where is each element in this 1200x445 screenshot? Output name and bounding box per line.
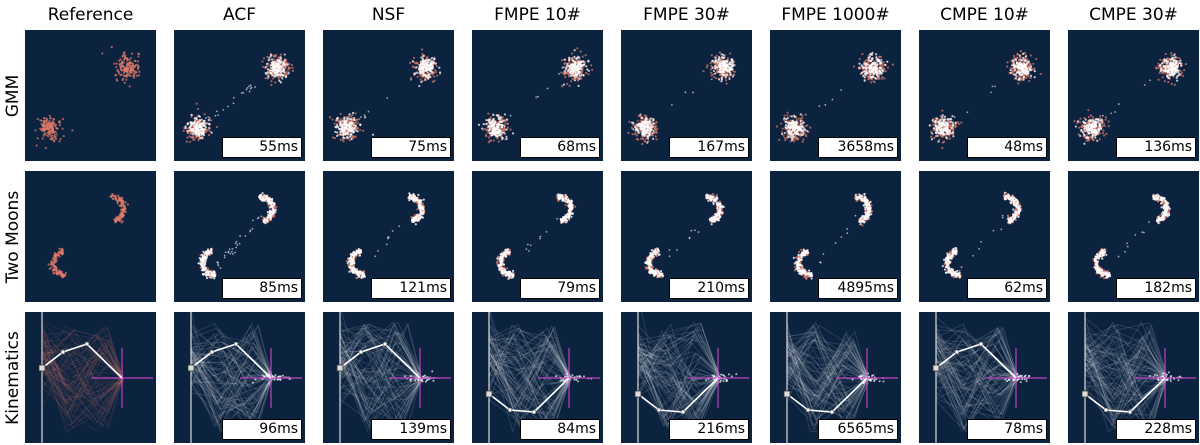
timing-label: 136ms [1116,137,1196,158]
sample-plot [941,191,1023,280]
sample-plot [644,192,725,279]
panel-two-moons-cmpe-10: 62ms [919,171,1050,302]
panel-kinematics-fmpe-10: 84ms [472,312,603,443]
panel-two-moons-reference [25,171,156,302]
panel-two-moons-nsf: 121ms [323,171,454,302]
timing-label: 55ms [222,137,302,158]
panel-two-moons-acf: 85ms [174,171,305,302]
sample-plot [792,192,874,280]
panel-gmm-cmpe-30: 136ms [1068,30,1199,161]
column-title-fmpe-30: FMPE 30# [643,5,730,25]
row-title-kinematics: Kinematics [3,330,23,425]
sample-plot [34,45,141,149]
row-title-gmm: GMM [3,74,23,117]
timing-label: 79ms [520,278,600,299]
column-title-nsf: NSF [371,5,406,25]
timing-label: 84ms [520,419,600,440]
sample-plot [182,52,294,143]
panel-kinematics-fmpe-30: 216ms [621,312,752,443]
sample-plot [1081,312,1196,443]
sample-plot [485,312,600,443]
timing-label: 210ms [669,278,749,299]
timing-label: 139ms [371,419,451,440]
panel-gmm-fmpe-10: 68ms [472,30,603,161]
panel-gmm-fmpe-1000: 3658ms [770,30,901,161]
panel-kinematics-reference [25,312,156,443]
column-title-cmpe-10: CMPE 10# [940,5,1029,25]
panel-gmm-fmpe-30: 167ms [621,30,752,161]
sample-plot [783,312,898,443]
timing-label: 75ms [371,137,451,158]
timing-label: 121ms [371,278,451,299]
sample-plot [627,51,737,146]
timing-label: 167ms [669,137,749,158]
timing-label: 4895ms [818,278,898,299]
timing-label: 182ms [1116,278,1196,299]
column-title-fmpe-10: FMPE 10# [494,5,581,25]
timing-label: 62ms [967,278,1047,299]
panel-kinematics-cmpe-30: 228ms [1068,312,1199,443]
sample-plot [345,192,426,280]
column-title-cmpe-30: CMPE 30# [1089,5,1178,25]
column-title-acf: ACF [223,5,256,25]
sample-plot [928,49,1042,150]
sample-plot [775,51,894,143]
timing-label: 3658ms [818,137,898,158]
timing-label: 68ms [520,137,600,158]
panel-kinematics-fmpe-1000: 6565ms [770,312,901,443]
sample-plot [634,312,749,443]
timing-label: 96ms [222,419,302,440]
sample-plot [477,47,594,144]
sample-plot [1073,52,1187,145]
panel-kinematics-nsf: 139ms [323,312,454,443]
panel-kinematics-cmpe-10: 78ms [919,312,1050,443]
sample-plot [495,193,577,280]
column-title-reference: Reference [47,5,134,25]
panel-gmm-reference [25,30,156,161]
column-title-fmpe-1000: FMPE 1000# [781,5,890,25]
panel-two-moons-fmpe-10: 79ms [472,171,603,302]
timing-label: 48ms [967,137,1047,158]
panel-two-moons-fmpe-30: 210ms [621,171,752,302]
sample-plot [47,193,129,279]
timing-label: 78ms [967,419,1047,440]
row-title-two-moons: Two Moons [3,190,23,283]
panel-gmm-acf: 55ms [174,30,305,161]
timing-label: 228ms [1116,419,1196,440]
timing-label: 85ms [222,278,302,299]
panel-kinematics-acf: 96ms [174,312,305,443]
sample-plot [932,312,1047,443]
sample-plot [336,312,451,443]
timing-label: 6565ms [818,419,898,440]
sample-plot [197,191,278,280]
sample-plot [187,312,302,443]
timing-label: 216ms [669,419,749,440]
sample-plot [38,312,153,443]
panel-gmm-cmpe-10: 48ms [919,30,1050,161]
sample-plot [328,48,442,143]
panel-two-moons-cmpe-30: 182ms [1068,171,1199,302]
sample-plot [1092,193,1171,280]
panel-two-moons-fmpe-1000: 4895ms [770,171,901,302]
panel-gmm-nsf: 75ms [323,30,454,161]
